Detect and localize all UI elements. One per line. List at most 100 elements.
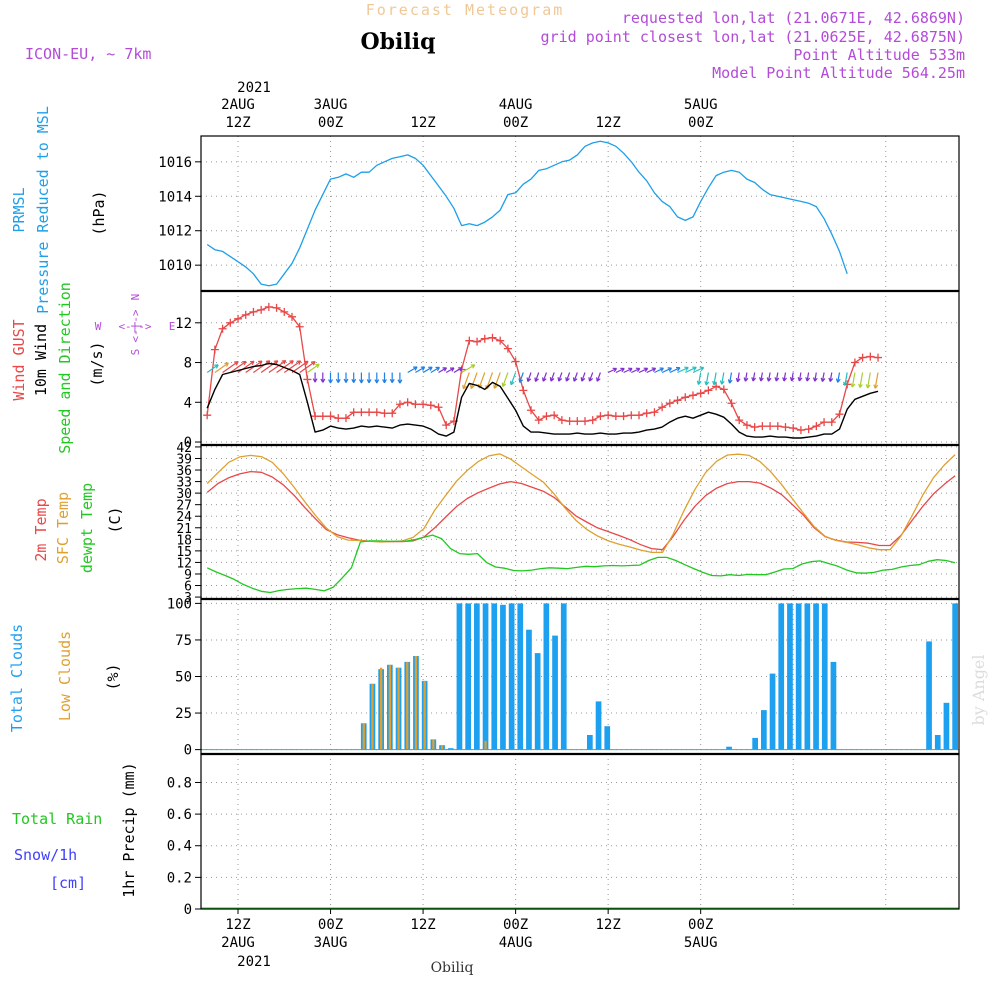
wind-arrow xyxy=(462,372,470,390)
gust-marker xyxy=(488,333,497,342)
wind-arrow xyxy=(276,360,294,373)
gust-marker xyxy=(511,357,520,366)
snow-label: Snow/1h xyxy=(14,846,77,864)
y-tick-label: 25 xyxy=(175,706,192,722)
wind-speed-dir-label: Speed and Direction xyxy=(56,282,74,454)
y-tick-label: 6 xyxy=(184,580,192,595)
wind-arrow xyxy=(812,372,818,382)
bottom-hour-label: 12Z xyxy=(595,917,620,933)
gust-marker xyxy=(750,423,759,432)
gust-marker xyxy=(557,416,566,425)
bottom-date-label: 4AUG xyxy=(499,935,533,951)
wind-arrow xyxy=(631,367,641,374)
wind-arrow xyxy=(343,372,349,383)
total-cloud-bar xyxy=(447,748,454,750)
total-cloud-bar xyxy=(491,603,498,750)
wind-arrow xyxy=(477,372,486,389)
y-tick-label: 1010 xyxy=(158,258,192,274)
gust-marker xyxy=(334,414,343,423)
y-tick-label: 42 xyxy=(176,441,192,456)
cloud-unit: (%) xyxy=(104,663,122,690)
gust-marker xyxy=(318,412,327,421)
wind-arrow xyxy=(422,366,433,374)
bottom-hour-label: 00Z xyxy=(688,917,713,933)
y-tick-label: 30 xyxy=(176,487,192,502)
wind-arrow xyxy=(493,372,501,389)
gust-marker xyxy=(874,353,883,362)
wind-arrow xyxy=(557,372,563,382)
gust-marker xyxy=(727,399,736,408)
y-tick-label: 39 xyxy=(176,452,192,467)
gust-marker xyxy=(642,409,651,418)
gust-marker xyxy=(650,408,659,417)
pressure-side-labels: PRMSL Pressure Reduced to MSL (hPa) xyxy=(10,106,108,314)
wind-arrow xyxy=(320,372,326,383)
wind-arrow xyxy=(549,372,555,382)
gust-marker xyxy=(742,421,751,430)
wind-arrow xyxy=(283,360,302,373)
gust-marker xyxy=(604,411,613,420)
wind-arrow xyxy=(835,372,841,383)
pressure-label-msl: Pressure Reduced to MSL xyxy=(34,106,52,314)
pressure-label-prmsl: PRMSL xyxy=(10,187,28,232)
y-tick-label: 1012 xyxy=(158,224,192,240)
wind-arrow xyxy=(615,367,625,374)
wind-arrow xyxy=(858,372,864,388)
low-clouds-label: Low Clouds xyxy=(56,631,74,721)
wind-arrow xyxy=(572,372,578,382)
gust-marker xyxy=(434,403,443,412)
total-cloud-bar xyxy=(500,604,506,750)
total-cloud-bar xyxy=(778,603,785,750)
gust-marker xyxy=(303,375,312,384)
wind-arrow xyxy=(206,364,219,373)
gust-marker xyxy=(295,322,304,331)
wind-arrow xyxy=(669,366,681,374)
gust-marker xyxy=(581,417,590,426)
wind-arrow xyxy=(358,372,364,384)
top-date-label: 5AUG xyxy=(684,97,718,113)
wind-arrow xyxy=(873,372,879,389)
gust-marker xyxy=(550,411,559,420)
wind-arrow xyxy=(850,372,856,388)
gust-marker xyxy=(850,358,859,367)
y-tick-label: 12 xyxy=(176,556,192,571)
wind-arrow xyxy=(805,372,811,382)
total-cloud-bar xyxy=(508,603,515,750)
total-cloud-bar xyxy=(474,603,480,750)
wind-arrow xyxy=(735,372,741,383)
wind-arrow xyxy=(445,367,455,374)
dewpt-line xyxy=(206,534,956,594)
model-altitude: Model Point Altitude 564.25m xyxy=(712,64,965,82)
gust-marker xyxy=(534,416,543,425)
wind-arrow xyxy=(797,372,803,382)
gust-marker xyxy=(527,406,536,415)
location-name: Obiliq xyxy=(360,29,435,55)
wind-arrow xyxy=(580,372,586,382)
gust-marker xyxy=(835,410,844,419)
wind-arrow xyxy=(268,360,287,373)
total-cloud-bar xyxy=(830,661,837,750)
compass-center-we: <-|-> xyxy=(118,320,151,333)
gust-marker xyxy=(503,344,512,353)
wind-arrow xyxy=(588,372,594,382)
gust-marker xyxy=(827,418,836,427)
total-cloud-bar xyxy=(787,603,793,750)
y-tick-label: 8 xyxy=(184,356,192,372)
gust-marker xyxy=(820,418,829,427)
y-tick-label: 0.8 xyxy=(167,775,192,791)
total-cloud-bar xyxy=(543,603,550,750)
gust-marker xyxy=(403,398,412,407)
total-cloud-bar xyxy=(804,603,811,750)
gust-marker xyxy=(773,422,782,431)
wind-arrow xyxy=(438,367,448,374)
y-tick-label: 0 xyxy=(184,743,192,759)
gust-marker xyxy=(496,336,505,345)
temp-2m-line xyxy=(206,470,956,551)
gust-marker xyxy=(766,422,775,431)
gust-marker xyxy=(264,302,273,311)
total-cloud-bar xyxy=(595,701,602,750)
wind-arrow xyxy=(335,372,341,383)
top-date-label: 3AUG xyxy=(314,97,348,113)
